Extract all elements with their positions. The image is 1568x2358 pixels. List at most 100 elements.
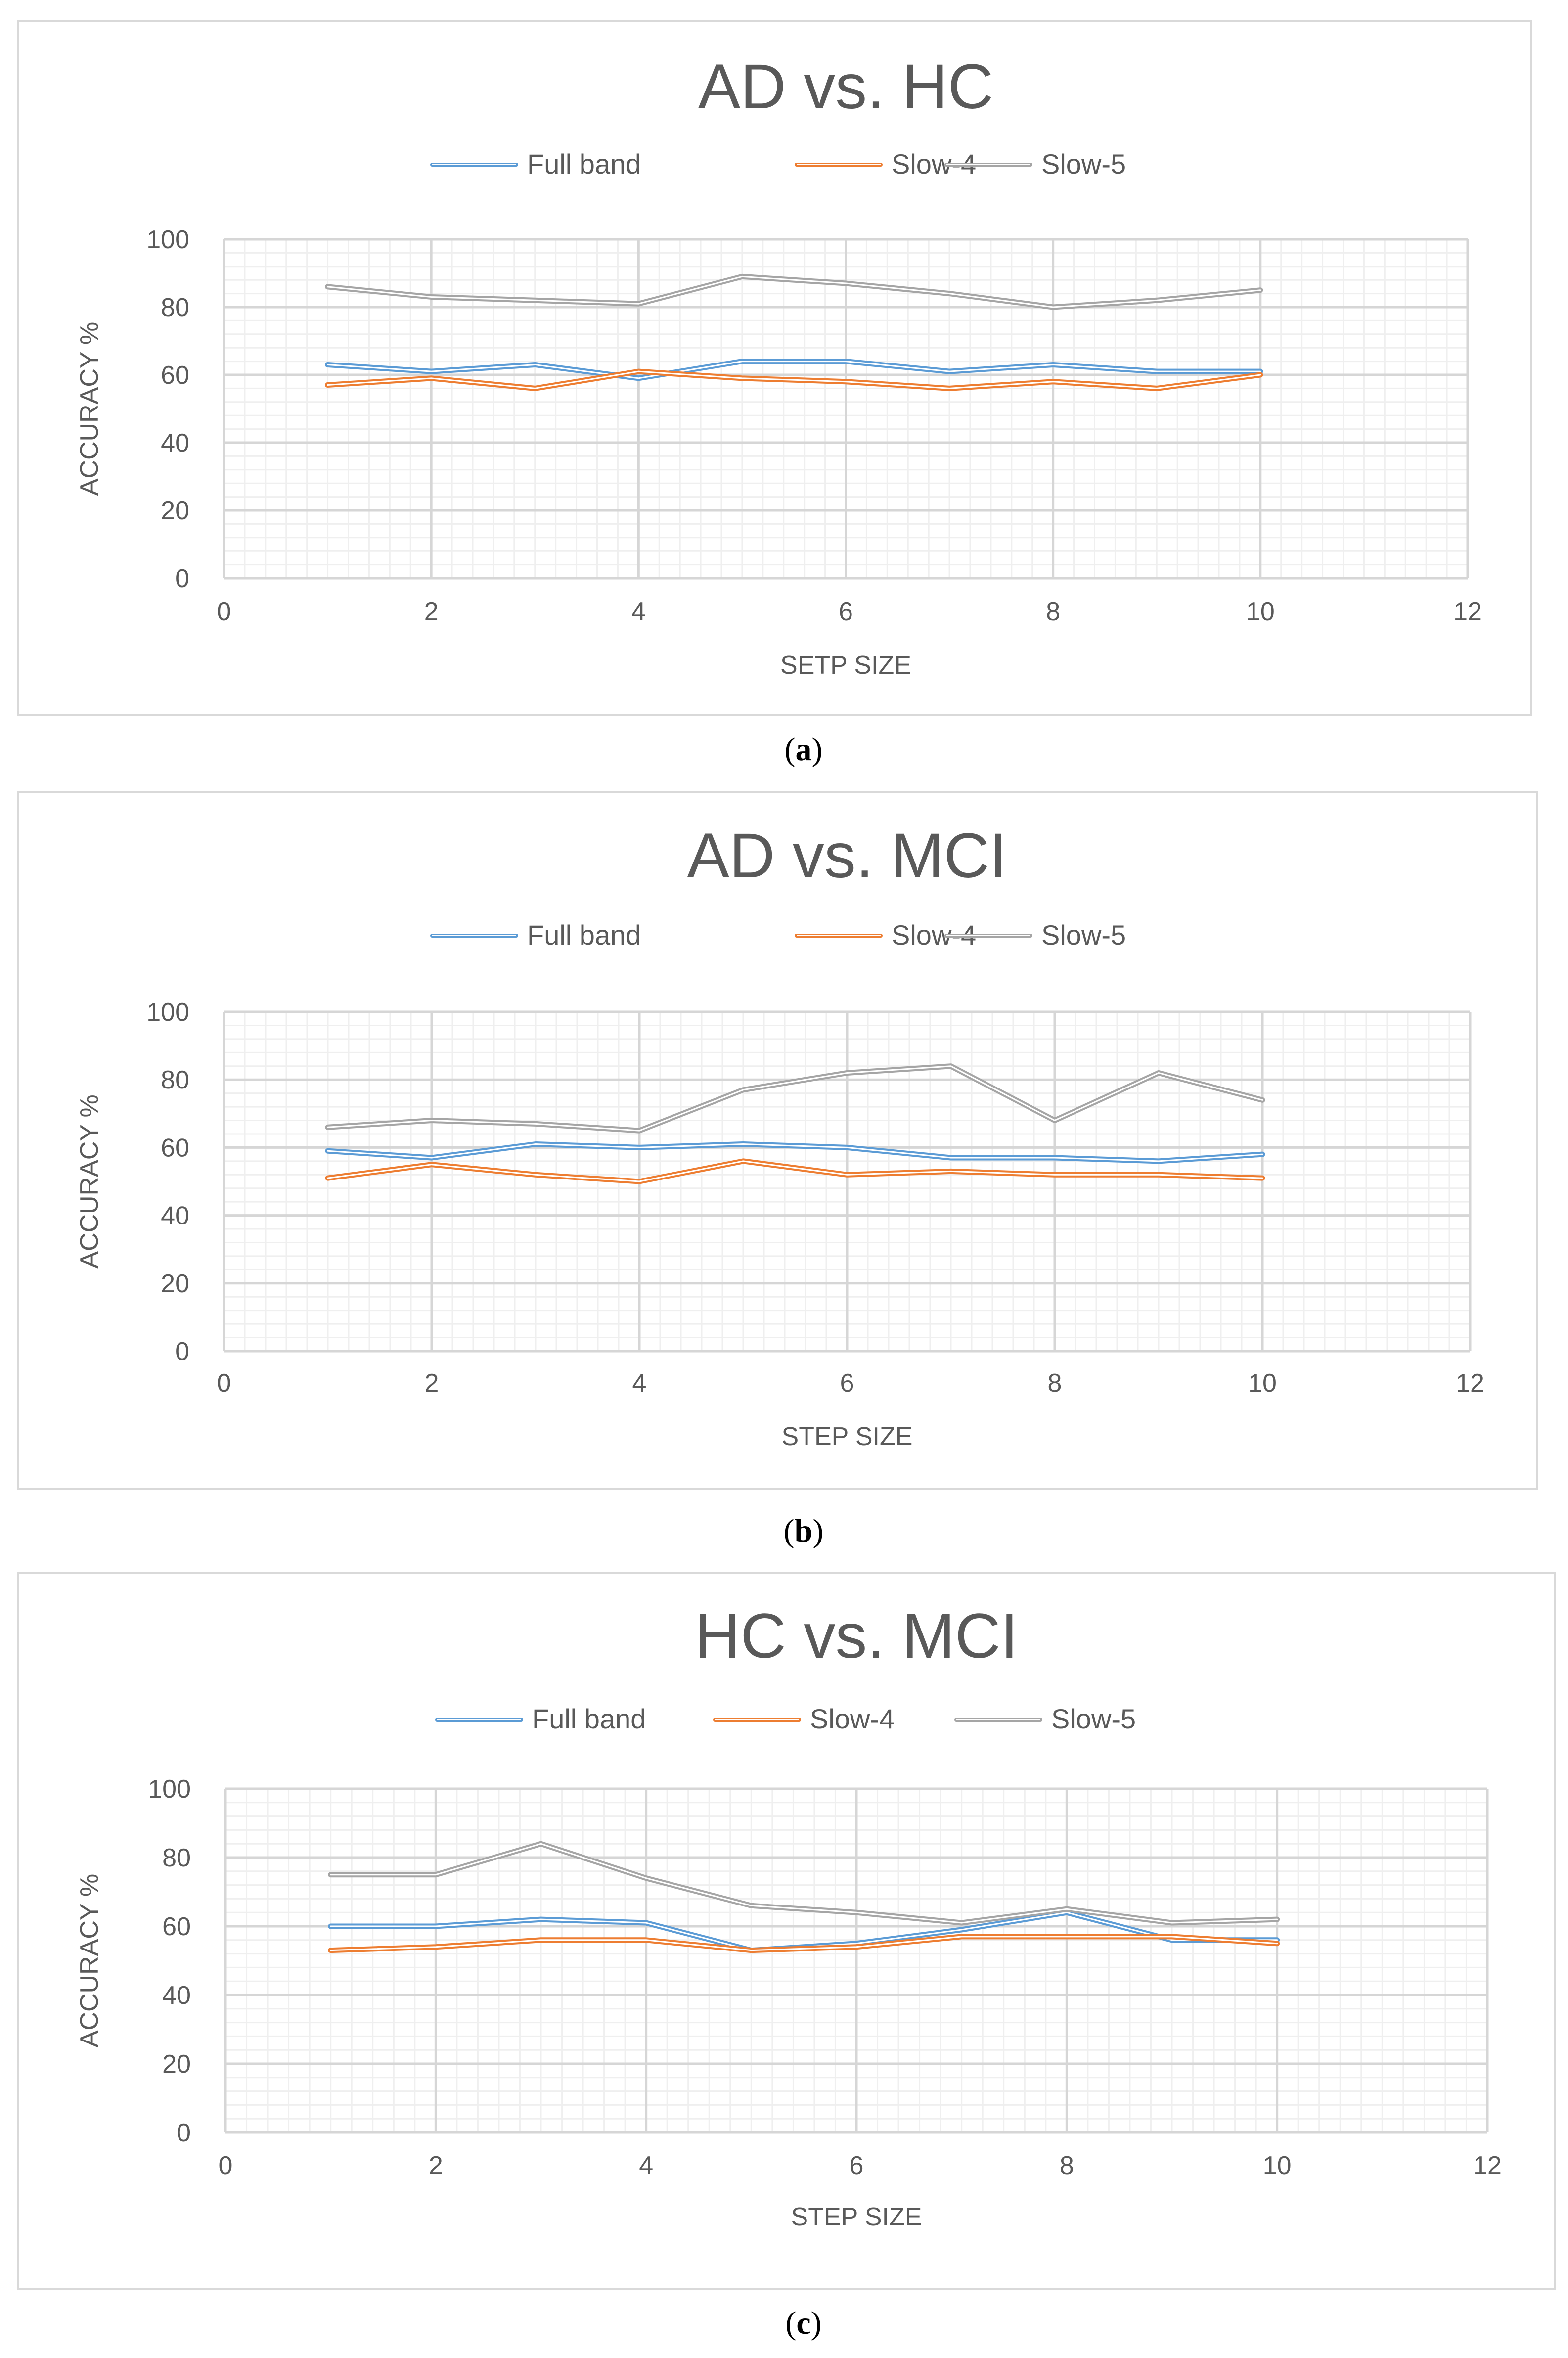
x-tick-label: 6 (839, 597, 853, 626)
series-slow-5 (325, 273, 1263, 310)
data-point (431, 1120, 433, 1122)
series-line-highlight (327, 1143, 1263, 1162)
data-point (1052, 363, 1054, 365)
data-point (1171, 1936, 1173, 1938)
x-axis-label: STEP SIZE (782, 1422, 913, 1451)
data-point (855, 1911, 857, 1913)
data-point (1054, 1120, 1056, 1122)
chart-title: AD vs. MCI (687, 820, 1007, 891)
series-line (325, 1158, 1265, 1184)
data-point (950, 1170, 952, 1172)
y-axis-label: ACCURACY % (75, 322, 104, 496)
x-tick-label: 12 (1473, 2151, 1502, 2180)
x-tick-label: 2 (424, 597, 439, 626)
caption-c: (c) (785, 2305, 822, 2341)
x-tick-label: 0 (217, 597, 231, 626)
data-point (637, 377, 639, 379)
y-tick-label: 80 (161, 1066, 189, 1094)
series-full-band (325, 359, 1263, 381)
data-point (327, 1177, 329, 1179)
series-line-highlight (330, 1936, 1278, 1951)
caption-b-letter: b (794, 1513, 813, 1549)
data-point (1276, 1918, 1278, 1920)
data-point (535, 1143, 537, 1145)
chart-svg-b: 0 2 4 6 8 10 12 0 20 40 60 80 100 AD vs. MCI STEP SIZE… (75, 820, 1484, 1451)
series-line-highlight (330, 1843, 1278, 1924)
series-line-highlight (327, 1160, 1263, 1182)
y-axis-label: ACCURACY % (75, 1094, 104, 1269)
data-point (855, 1946, 857, 1948)
data-point (327, 1126, 329, 1128)
data-point (645, 1922, 647, 1924)
legend-label: Full band (527, 919, 641, 951)
data-point (1054, 1157, 1056, 1159)
x-tick-label: 4 (639, 2151, 653, 2180)
data-point (327, 1150, 329, 1152)
y-tick-label: 100 (146, 226, 189, 254)
chart-svg-a: 0 2 4 6 8 10 12 0 20 40 60 80 100 AD vs. HC SETP SIZE A… (75, 51, 1482, 680)
legend-item-slow-4: Slow-4 (713, 1703, 895, 1734)
chart-panel-c: 0 2 4 6 8 10 12 0 20 40 60 80 100 HC vs. MCI STEP SIZE… (17, 1572, 1556, 2290)
data-point (846, 1072, 848, 1074)
data-point (540, 1918, 542, 1920)
x-tick-label: 6 (850, 2151, 864, 2180)
y-tick-label: 40 (161, 429, 189, 457)
data-point (961, 1936, 963, 1938)
x-tick-label: 6 (840, 1369, 854, 1398)
x-tick-label: 8 (1048, 1369, 1062, 1398)
x-tick-label: 0 (217, 1369, 231, 1398)
x-axis-label: SETP SIZE (780, 651, 911, 680)
x-tick-label: 12 (1453, 597, 1482, 626)
x-tick-label: 4 (631, 597, 646, 626)
data-point (846, 1146, 848, 1148)
series-slow-4 (325, 1158, 1265, 1184)
legend-item-slow-5: Slow-5 (944, 148, 1126, 180)
chart-panel-a: 0 2 4 6 8 10 12 0 20 40 60 80 100 AD vs. HC SETP SIZE A… (17, 20, 1532, 716)
data-point (845, 381, 847, 383)
data-point (645, 1939, 647, 1941)
caption-a-letter: a (795, 731, 812, 768)
legend-item-full-band: Full band (430, 148, 641, 180)
data-point (540, 1939, 542, 1941)
chart-panel-b: 0 2 4 6 8 10 12 0 20 40 60 80 100 AD vs. MCI STEP SIZE… (17, 791, 1538, 1490)
y-tick-label: 20 (161, 497, 189, 525)
data-point (430, 377, 432, 379)
data-point (742, 1160, 744, 1162)
data-point (1259, 374, 1261, 376)
y-tick-label: 60 (161, 1134, 189, 1162)
data-point (1261, 1153, 1263, 1155)
data-point (742, 1143, 744, 1145)
data-point (637, 370, 639, 372)
data-point (435, 1946, 437, 1948)
y-tick-label: 80 (162, 1844, 191, 1872)
y-tick-label: 20 (161, 1270, 189, 1298)
data-point (845, 282, 847, 284)
legend-item-full-band: Full band (430, 919, 641, 951)
data-point (430, 296, 432, 298)
data-point (638, 1146, 640, 1148)
data-point (430, 370, 432, 372)
legend-label: Slow-5 (1051, 1703, 1136, 1734)
data-point (961, 1922, 963, 1924)
data-point (1156, 387, 1158, 389)
data-point (1156, 370, 1158, 372)
series-line-highlight (327, 370, 1261, 389)
x-tick-label: 8 (1060, 2151, 1074, 2180)
x-tick-label: 10 (1263, 2151, 1292, 2180)
data-point (327, 286, 329, 288)
data-point (741, 361, 743, 363)
data-point (637, 303, 639, 305)
data-point (540, 1843, 542, 1845)
data-point (1158, 1160, 1160, 1162)
series-slow-4 (328, 1934, 1280, 1953)
y-tick-label: 0 (175, 1337, 189, 1366)
y-tick-label: 40 (161, 1202, 189, 1230)
series-line-highlight (327, 275, 1261, 308)
chart-title: AD vs. HC (698, 51, 993, 122)
chart-title: HC vs. MCI (695, 1601, 1018, 1672)
legend-item-slow-5: Slow-5 (954, 1703, 1136, 1734)
data-point (330, 1925, 332, 1927)
data-point (1276, 1943, 1278, 1945)
data-point (1261, 1099, 1263, 1101)
y-tick-label: 0 (175, 564, 189, 593)
